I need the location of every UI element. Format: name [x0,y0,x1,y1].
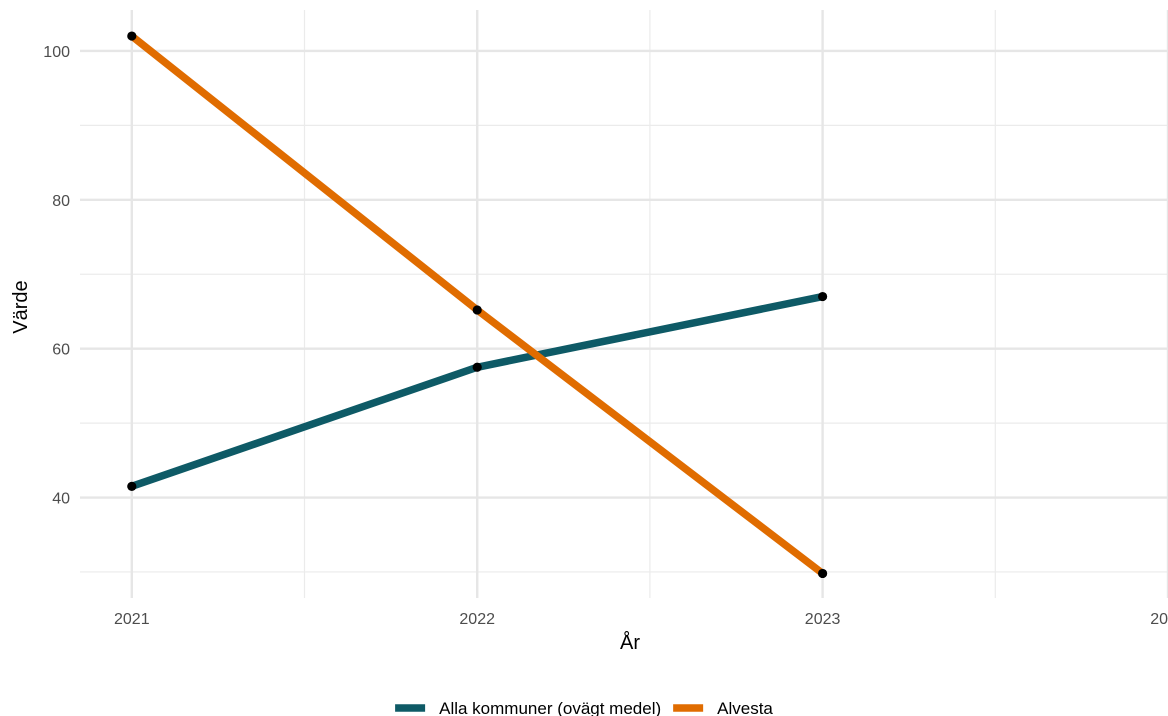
x-axis-ticks: 2021 2022 2023 2024 [114,611,1168,628]
data-point [818,291,828,302]
y-axis-ticks: 40 60 80 100 [43,44,70,508]
data-point [127,481,137,491]
minor-gridlines [80,10,1168,598]
data-points [127,31,828,579]
x-tick-label: 2023 [805,611,841,628]
major-gridlines [80,10,1168,598]
x-tick-label: 2022 [459,611,495,628]
data-point [127,31,137,41]
y-tick-label: 100 [43,44,70,61]
data-point [472,305,482,315]
x-axis-title: År [620,631,640,654]
x-tick-label: 2024 [1150,611,1168,628]
data-point [818,568,828,579]
legend: Alla kommuner (ovägt medel) Alvesta [395,699,773,716]
legend-label-1: Alvesta [717,699,773,716]
x-tick-label: 2021 [114,611,150,628]
y-axis-title: Värde [10,280,32,333]
y-tick-label: 40 [52,491,70,508]
y-tick-label: 60 [52,342,70,359]
data-point [472,362,482,372]
y-tick-label: 80 [52,193,70,210]
legend-label-0: Alla kommuner (ovägt medel) [439,699,661,716]
